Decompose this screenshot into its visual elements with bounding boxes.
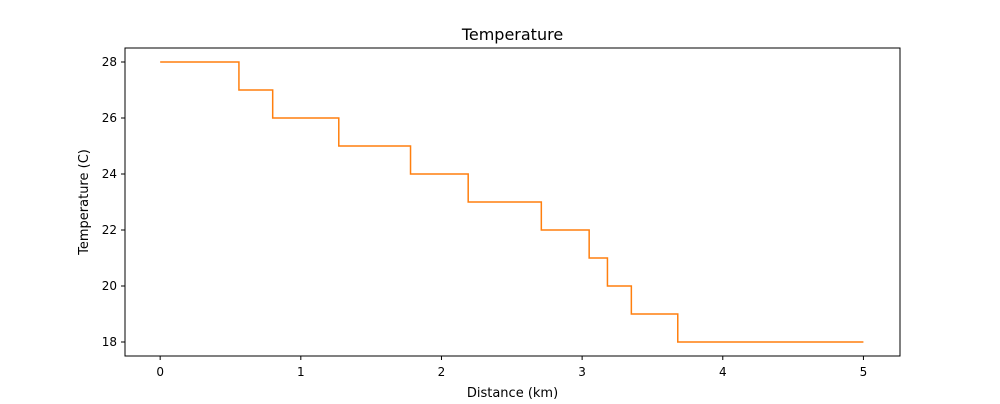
chart-title: Temperature	[461, 25, 563, 44]
x-tick-label: 0	[156, 365, 164, 379]
series-layer	[160, 61, 864, 343]
y-tick-label: 20	[102, 279, 117, 293]
series-line-0	[160, 61, 864, 343]
x-tick-label: 4	[719, 365, 727, 379]
x-tick-label: 3	[578, 365, 586, 379]
y-tick-label: 26	[102, 111, 117, 125]
x-axis-ticks: 0 1 2 3 4 5	[156, 356, 867, 379]
y-axis-ticks: 18 20 22 24 26 28	[102, 55, 125, 349]
x-tick-label: 5	[860, 365, 868, 379]
y-tick-label: 18	[102, 335, 117, 349]
plot-area-frame	[124, 47, 901, 357]
y-tick-label: 28	[102, 55, 117, 69]
y-tick-label: 22	[102, 223, 117, 237]
y-axis-label: Temperature (C)	[77, 149, 92, 256]
x-axis-label: Distance (km)	[467, 386, 558, 400]
x-tick-label: 1	[297, 365, 305, 379]
y-tick-label: 24	[102, 167, 117, 181]
x-tick-label: 2	[438, 365, 446, 379]
